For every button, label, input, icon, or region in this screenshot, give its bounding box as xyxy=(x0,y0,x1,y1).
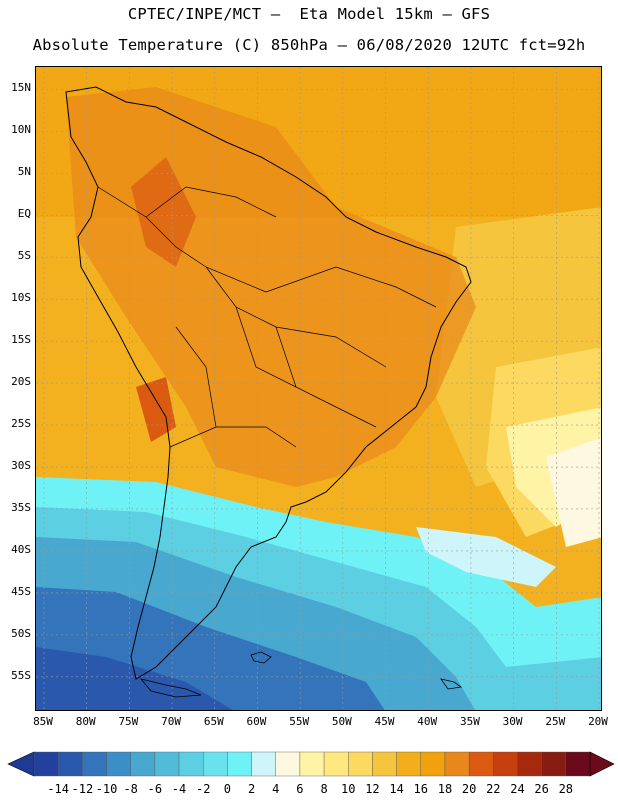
lat-tick-label: 45S xyxy=(11,584,31,598)
colorbar-label: -4 xyxy=(171,782,187,796)
lon-tick-label: 65W xyxy=(203,715,224,728)
colorbar-label: -2 xyxy=(195,782,211,796)
colorbar-label: 12 xyxy=(365,782,380,796)
lon-tick-label: 85W xyxy=(33,715,53,728)
lon-tick-label: 25W xyxy=(545,715,566,728)
lon-tick-label: 20W xyxy=(588,715,608,728)
lat-tick-label: 15N xyxy=(11,81,31,95)
colorbar-label: 14 xyxy=(389,782,404,796)
colorbar-swatch xyxy=(468,751,494,777)
lat-tick-label: 30S xyxy=(11,459,31,473)
colorbar-swatch xyxy=(493,751,518,777)
country-borders xyxy=(97,186,437,448)
colorbar-swatch xyxy=(227,751,252,777)
colorbar-under-arrow xyxy=(7,751,35,777)
coldest-field xyxy=(36,647,233,710)
colorbar-swatch xyxy=(420,751,446,777)
lat-tick-label: 5N xyxy=(17,165,31,179)
colorbar-swatch xyxy=(323,751,349,777)
colorbar-swatch xyxy=(517,751,542,777)
color-scale-bar xyxy=(7,751,615,777)
lat-tick-label: 40S xyxy=(11,542,31,556)
temperature-map xyxy=(35,66,602,711)
lon-tick-label: 60W xyxy=(246,715,267,728)
lon-tick-label: 55W xyxy=(289,715,310,728)
lon-tick-label: 45W xyxy=(374,715,395,728)
title-line-1: CPTEC/INPE/MCT – Eta Model 15km – GFS xyxy=(127,5,491,23)
colorbar-swatch xyxy=(444,751,470,777)
lat-tick-label: 25S xyxy=(11,417,31,431)
colorbar-swatch xyxy=(299,751,325,777)
lat-tick-label: 10S xyxy=(11,291,31,305)
colorbar-label: 28 xyxy=(558,782,574,796)
colorbar-swatch xyxy=(203,751,228,777)
colorbar-label: 16 xyxy=(413,782,428,796)
colorbar-swatch xyxy=(178,751,204,777)
colorbar-swatch xyxy=(396,751,421,777)
colorbar-swatch xyxy=(372,751,397,777)
lon-tick-label: 70W xyxy=(161,715,181,728)
colorbar-label: 0 xyxy=(223,782,231,796)
colorbar-label: 18 xyxy=(437,782,453,796)
title-line-2: Absolute Temperature (C) 850hPa – 06/08/… xyxy=(32,36,586,54)
south-america-coastline xyxy=(65,86,472,680)
colorbar-swatch xyxy=(57,751,83,777)
lat-tick-label: 15S xyxy=(11,333,31,347)
colorbar-swatch xyxy=(130,751,156,777)
colorbar-swatch xyxy=(106,751,131,777)
tierra-del-fuego xyxy=(139,678,202,698)
lat-tick-label: EQ xyxy=(17,207,31,221)
lon-tick-label: 30W xyxy=(502,715,523,728)
front-pale-band xyxy=(416,527,556,587)
lat-tick-label: 20S xyxy=(11,375,31,389)
lat-tick-label: 10N xyxy=(11,123,31,137)
lon-tick-label: 40W xyxy=(417,715,438,728)
lon-tick-label: 80W xyxy=(75,715,96,728)
colorbar-label: 6 xyxy=(296,782,304,796)
colorbar-over-arrow xyxy=(589,751,615,777)
lon-tick-label: 50W xyxy=(331,715,352,728)
lon-tick-label: 75W xyxy=(118,715,139,728)
colorbar-label: -10 xyxy=(95,782,118,796)
colorbar-label: 24 xyxy=(510,782,525,796)
colorbar-swatch xyxy=(565,751,591,777)
falkland-islands xyxy=(250,651,272,664)
colorbar-swatch xyxy=(154,751,180,777)
colorbar-label: 4 xyxy=(272,782,280,796)
colorbar-label: -12 xyxy=(71,782,94,796)
colorbar-swatch xyxy=(541,751,567,777)
colorbar-label: 2 xyxy=(247,782,256,796)
colorbar-swatch xyxy=(82,751,107,777)
lat-tick-label: 55S xyxy=(11,668,31,682)
colorbar-swatch xyxy=(275,751,301,777)
lat-tick-label: 5S xyxy=(17,249,31,263)
lat-tick-label: 35S xyxy=(11,500,31,514)
colorbar-label: 22 xyxy=(486,782,501,796)
colorbar-label: 26 xyxy=(534,782,549,796)
colorbar-label: 8 xyxy=(320,782,328,796)
lon-tick-label: 35W xyxy=(459,715,480,728)
atacama-hot-spot xyxy=(136,377,176,442)
colorbar-swatch xyxy=(348,751,373,777)
colorbar-label: -6 xyxy=(147,782,163,796)
andes-hot-spot-north xyxy=(131,157,196,267)
lat-tick-label: 50S xyxy=(11,626,31,640)
antarctic-fragment xyxy=(440,678,463,690)
colorbar-label: -8 xyxy=(123,782,138,796)
colorbar-swatch xyxy=(251,751,276,777)
colorbar-label: 10 xyxy=(341,782,356,796)
east-cream-field xyxy=(546,437,601,547)
colorbar-label: -14 xyxy=(47,782,70,796)
colorbar-swatch xyxy=(33,751,59,777)
colorbar-label: 20 xyxy=(461,782,477,796)
